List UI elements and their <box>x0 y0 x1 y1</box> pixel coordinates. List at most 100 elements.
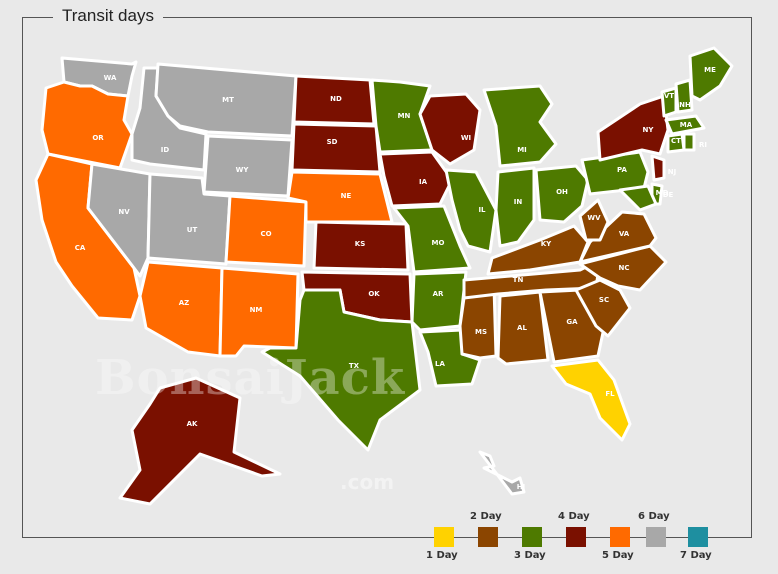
legend-swatch-4-day <box>566 527 586 547</box>
state-label-oh: OH <box>556 188 568 196</box>
state-oh <box>534 164 590 224</box>
state-wv <box>578 198 610 242</box>
legend-label-3-day: 3 Day <box>514 550 546 561</box>
state-sd <box>290 122 382 174</box>
state-label-nm: NM <box>250 306 263 314</box>
state-label-ri: RI <box>699 141 707 149</box>
state-label-nj: NJ <box>668 168 676 176</box>
state-mi <box>482 84 558 168</box>
state-label-in: IN <box>514 198 523 206</box>
state-label-sd: SD <box>327 138 338 146</box>
state-label-tn: TN <box>513 276 524 284</box>
state-label-il: IL <box>478 206 486 214</box>
state-label-ak: AK <box>187 420 198 428</box>
state-label-ar: AR <box>433 290 444 298</box>
state-vt <box>660 86 678 118</box>
legend-swatch-1-day <box>434 527 454 547</box>
state-label-nv: NV <box>118 208 130 216</box>
state-label-or: OR <box>92 134 104 142</box>
state-label-wy: WY <box>236 166 250 174</box>
state-label-mi: MI <box>517 146 527 154</box>
state-label-va: VA <box>619 230 630 238</box>
state-nj <box>650 154 666 182</box>
state-label-ne: NE <box>341 192 352 200</box>
state-nm <box>218 266 300 358</box>
state-label-ct: CT <box>671 137 681 145</box>
state-ia <box>378 150 454 208</box>
state-label-nc: NC <box>619 264 630 272</box>
state-md <box>618 184 658 212</box>
legend: 1 Day 2 Day 3 Day 4 Day 5 Day 6 Day 7 Day <box>420 508 720 564</box>
state-label-id: ID <box>161 146 170 154</box>
state-label-tx: TX <box>349 362 360 370</box>
legend-swatch-2-day <box>478 527 498 547</box>
state-ny <box>596 94 670 162</box>
state-wi <box>418 92 482 166</box>
state-ks <box>312 220 410 272</box>
state-or <box>40 80 134 170</box>
legend-label-6-day: 6 Day <box>638 511 670 522</box>
legend-label-2-day: 2 Day <box>470 511 502 522</box>
state-label-al: AL <box>517 324 527 332</box>
legend-swatch-5-day <box>610 527 630 547</box>
state-label-nh: NH <box>679 101 691 109</box>
state-va <box>578 210 658 264</box>
state-ri <box>682 132 696 152</box>
state-label-mt: MT <box>222 96 234 104</box>
state-sc <box>574 278 632 338</box>
state-label-fl: FL <box>605 390 615 398</box>
legend-swatch-6-day <box>646 527 666 547</box>
legend-label-1-day: 1 Day <box>426 550 458 561</box>
state-label-mo: MO <box>432 239 445 247</box>
state-az <box>138 260 224 358</box>
state-hi <box>478 450 526 496</box>
state-label-ky: KY <box>541 240 552 248</box>
legend-swatch-3-day <box>522 527 542 547</box>
state-label-ny: NY <box>643 126 655 134</box>
state-in <box>494 166 536 248</box>
state-label-nd: ND <box>330 95 342 103</box>
state-label-pa: PA <box>617 166 627 174</box>
watermark-brand: BonsaiJack <box>95 350 406 406</box>
state-fl <box>550 358 632 442</box>
state-label-wi: WI <box>461 134 471 142</box>
state-label-me: ME <box>704 66 716 74</box>
state-label-vt: VT <box>664 92 674 100</box>
state-mo <box>392 204 472 274</box>
state-nd <box>292 74 376 126</box>
state-tx <box>260 288 422 452</box>
state-label-wv: WV <box>587 214 601 222</box>
state-il <box>444 168 498 254</box>
map-title: Transit days <box>53 6 163 26</box>
state-label-md: MD <box>656 189 669 197</box>
state-ma <box>664 114 706 136</box>
state-me <box>688 46 734 102</box>
watermark-domain: .com <box>340 470 395 494</box>
map-frame <box>22 17 752 538</box>
state-nh <box>674 78 694 114</box>
state-label-de: DE <box>663 191 674 199</box>
state-co <box>224 194 308 268</box>
state-label-ok: OK <box>368 290 380 298</box>
state-label-co: CO <box>260 230 271 238</box>
state-label-ma: MA <box>680 121 693 129</box>
state-label-sc: SC <box>599 296 609 304</box>
state-label-hi: HI <box>517 483 525 491</box>
legend-swatch-7-day <box>688 527 708 547</box>
legend-label-4-day: 4 Day <box>558 511 590 522</box>
state-ak <box>118 376 282 506</box>
state-label-ca: CA <box>75 244 86 252</box>
legend-label-7-day: 7 Day <box>680 550 712 561</box>
state-label-ut: UT <box>187 226 198 234</box>
state-label-ks: KS <box>355 240 365 248</box>
state-label-ga: GA <box>566 318 578 326</box>
state-label-ia: IA <box>419 178 428 186</box>
state-al <box>496 290 550 366</box>
state-label-az: AZ <box>179 299 190 307</box>
state-label-ms: MS <box>475 328 487 336</box>
state-ar <box>410 270 468 332</box>
state-label-la: LA <box>435 360 445 368</box>
legend-label-5-day: 5 Day <box>602 550 634 561</box>
state-ne <box>286 170 394 224</box>
